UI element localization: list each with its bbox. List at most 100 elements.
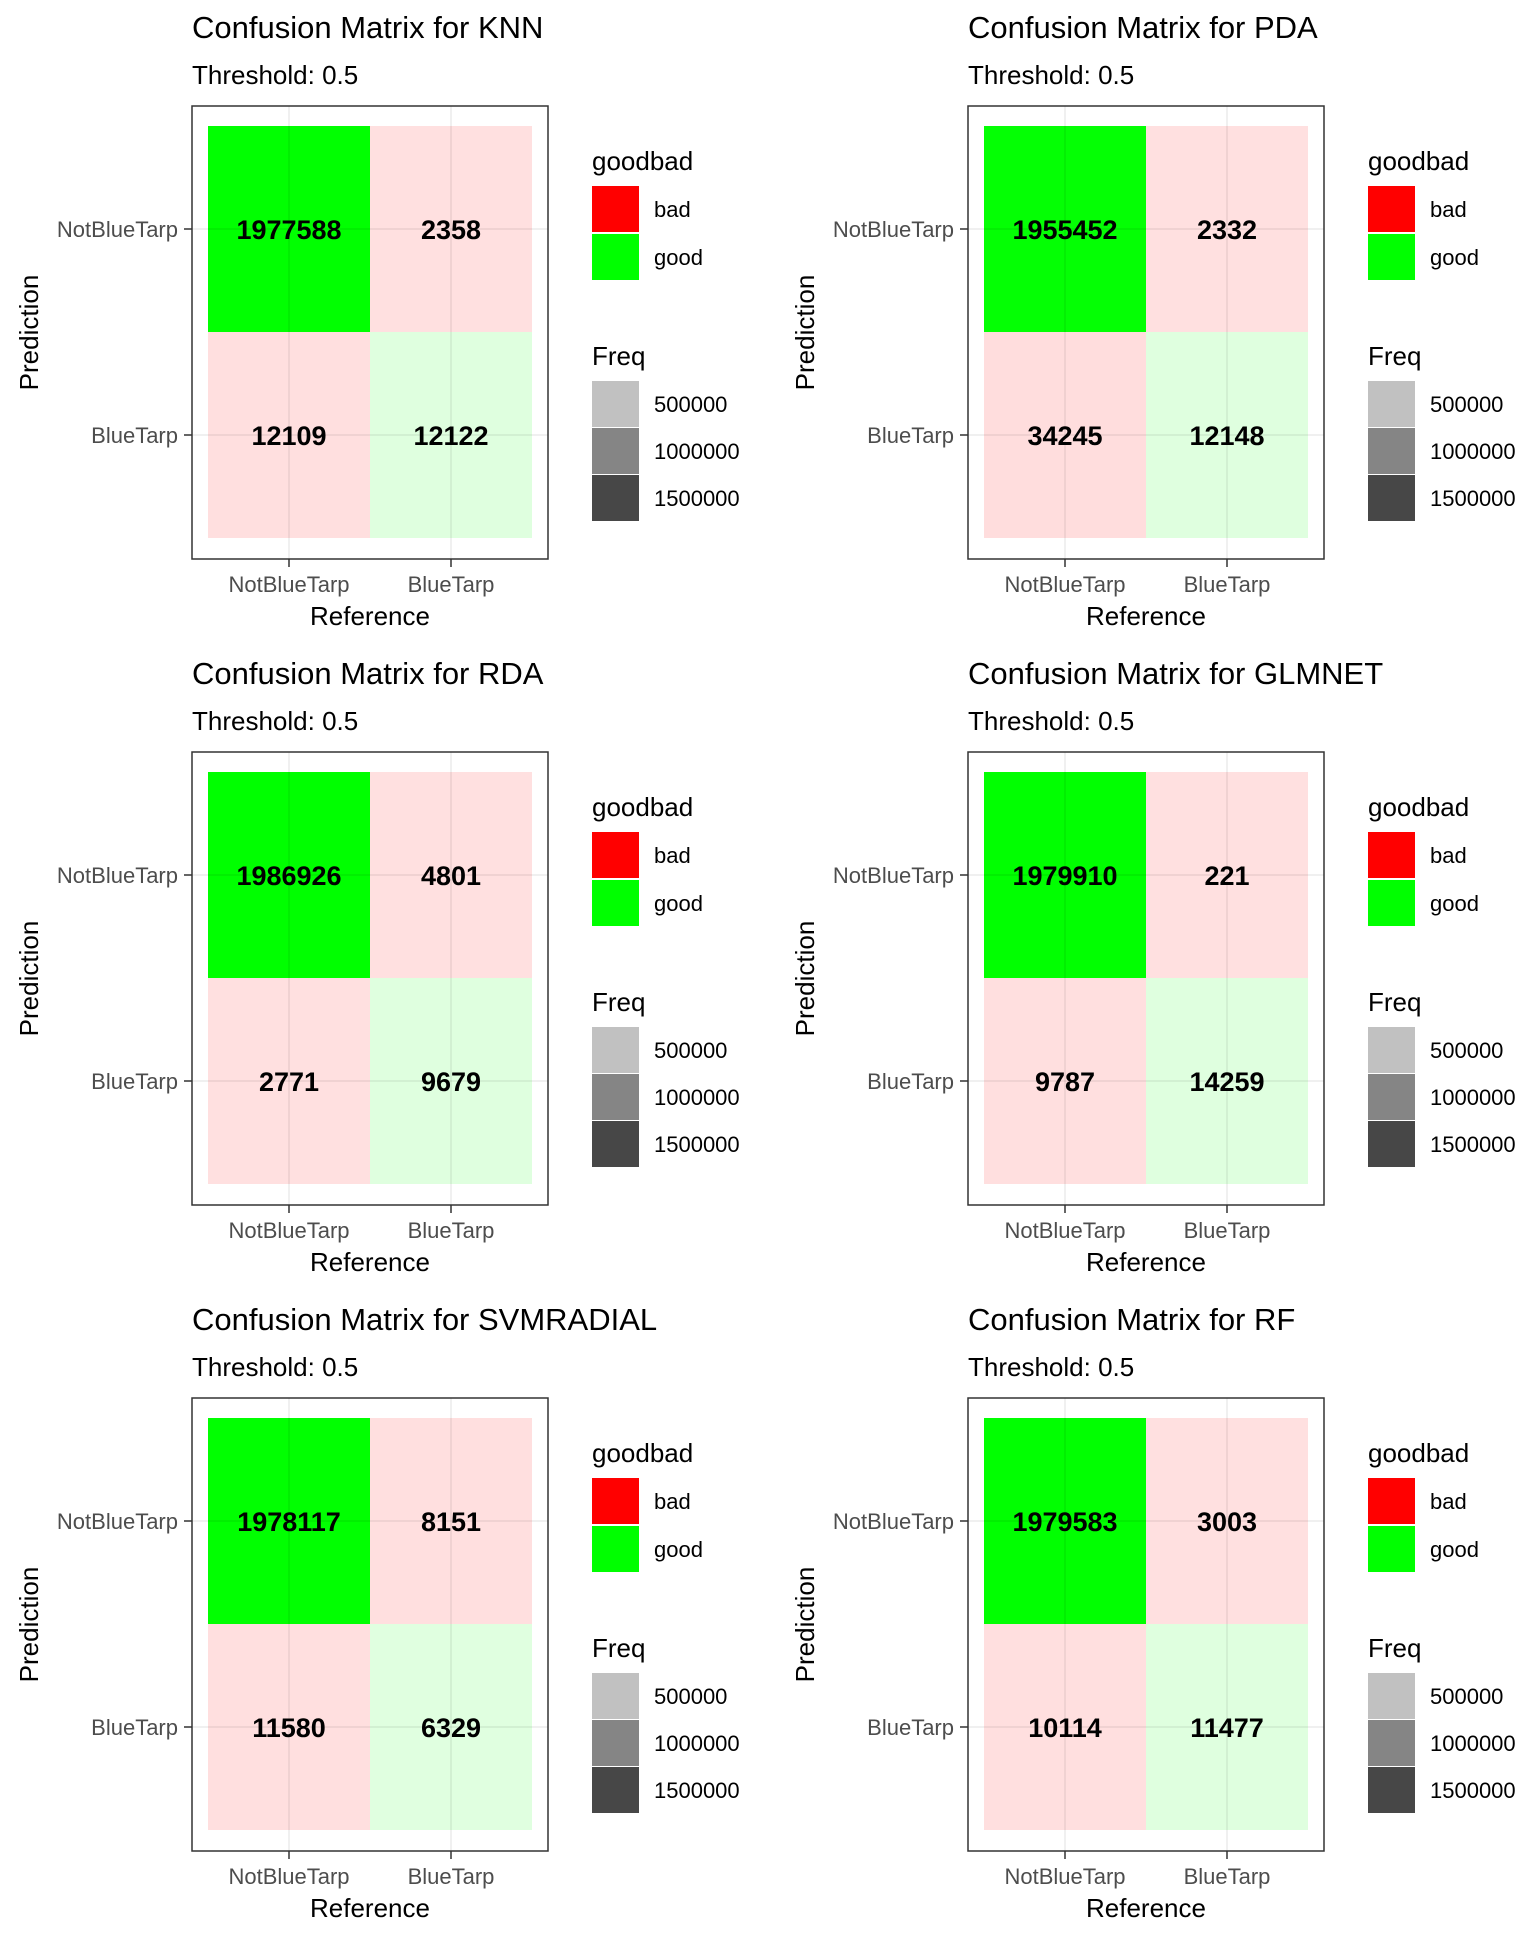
x-tick-label: BlueTarp [1184,1218,1271,1243]
y-tick-label: NotBlueTarp [833,1509,954,1534]
matrix-cell [208,126,370,332]
matrix-cell [208,772,370,978]
legend-fill-key [1368,1478,1415,1524]
legend-fill-title: goodbad [592,146,693,176]
legend-alpha-key [592,1767,639,1813]
confusion-matrix-chart: Confusion Matrix for RDA Threshold: 0.5 19… [0,646,768,1286]
confusion-matrix-chart: Confusion Matrix for PDA Threshold: 0.5 19… [776,0,1536,640]
y-axis-title: Prediction [790,921,820,1037]
matrix-cell [984,1418,1146,1624]
legend-alpha-label: 1500000 [654,1778,740,1803]
chart-subtitle: Threshold: 0.5 [192,706,358,736]
legend-fill-key [1368,186,1415,232]
y-tick-label: BlueTarp [91,423,178,448]
x-axis-title: Reference [310,1247,430,1277]
y-tick-label: BlueTarp [867,423,954,448]
legend-alpha-label: 1500000 [654,1132,740,1157]
y-tick-label: NotBlueTarp [57,1509,178,1534]
legend-alpha-key [592,1720,639,1766]
chart-subtitle: Threshold: 0.5 [968,1352,1134,1382]
cell-value-label: 9679 [421,1067,481,1097]
cell-value-label: 10114 [1028,1713,1102,1743]
legend-alpha-key [1368,1074,1415,1120]
y-tick-label: NotBlueTarp [833,863,954,888]
legend-alpha-key [592,381,639,427]
x-axis-title: Reference [1086,601,1206,631]
legend-fill-label: bad [654,197,691,222]
legend-fill-title: goodbad [1368,146,1469,176]
cell-value-label: 34245 [1027,421,1102,451]
x-tick-label: NotBlueTarp [1004,1864,1125,1889]
legend-alpha-key [592,1027,639,1073]
y-axis-title: Prediction [14,921,44,1037]
matrix-cell [370,1418,532,1624]
legend-alpha-key [592,1673,639,1719]
chart-title: Confusion Matrix for KNN [192,10,543,45]
matrix-cell [1146,126,1308,332]
panel-border [191,751,549,1206]
legend-alpha-key [1368,1121,1415,1167]
x-tick-label: NotBlueTarp [1004,572,1125,597]
y-tick-label: BlueTarp [867,1069,954,1094]
y-tick-label: NotBlueTarp [833,217,954,242]
legend-alpha-label: 1000000 [1430,1085,1516,1110]
legend-alpha-label: 500000 [654,1684,727,1709]
chart-subtitle: Threshold: 0.5 [192,1352,358,1382]
panel-border [191,105,549,560]
legend-alpha-label: 1500000 [1430,1778,1516,1803]
matrix-cell [208,332,370,538]
cell-value-label: 1986926 [236,861,341,891]
legend-fill-key [1368,880,1415,926]
x-tick-label: NotBlueTarp [228,1218,349,1243]
cell-value-label: 12148 [1189,421,1264,451]
cell-value-label: 1977588 [236,215,341,245]
legend-fill-label: bad [654,1489,691,1514]
legend-alpha-label: 1000000 [654,1731,740,1756]
legend-fill-label: bad [1430,1489,1467,1514]
x-axis-title: Reference [310,601,430,631]
x-tick-label: NotBlueTarp [228,1864,349,1889]
cell-value-label: 1955452 [1012,215,1117,245]
y-tick-label: NotBlueTarp [57,217,178,242]
y-tick-label: BlueTarp [91,1715,178,1740]
legend-alpha-key [1368,1720,1415,1766]
cell-value-label: 2771 [259,1067,319,1097]
chart-subtitle: Threshold: 0.5 [192,60,358,90]
legend-alpha-key [592,1074,639,1120]
legend-alpha-title: Freq [592,987,645,1017]
chart-subtitle: Threshold: 0.5 [968,706,1134,736]
chart-title: Confusion Matrix for GLMNET [968,656,1383,691]
chart-svg: Confusion Matrix for SVMRADIAL Threshold:… [14,1302,740,1923]
legend-fill-key [1368,234,1415,280]
y-axis-title: Prediction [14,275,44,391]
cell-value-label: 2332 [1197,215,1257,245]
confusion-matrix-chart: Confusion Matrix for GLMNET Threshold: 0.… [776,646,1536,1286]
y-tick-label: BlueTarp [867,1715,954,1740]
cell-value-label: 9787 [1035,1067,1095,1097]
x-tick-label: BlueTarp [408,1864,495,1889]
y-tick-label: BlueTarp [91,1069,178,1094]
cell-value-label: 11477 [1190,1713,1264,1743]
legend-alpha-label: 1500000 [1430,1132,1516,1157]
matrix-cell [1146,1624,1308,1830]
cell-value-label: 1979910 [1012,861,1117,891]
y-axis-title: Prediction [14,1567,44,1683]
legend-fill-key [1368,832,1415,878]
cell-value-label: 6329 [421,1713,481,1743]
x-tick-label: BlueTarp [1184,1864,1271,1889]
matrix-cell [1146,772,1308,978]
legend-alpha-label: 1000000 [654,439,740,464]
chart-svg: Confusion Matrix for GLMNET Threshold: 0.… [790,656,1516,1277]
panel-border [967,105,1325,560]
matrix-cell [984,772,1146,978]
legend-alpha-label: 500000 [654,392,727,417]
matrix-cell [370,772,532,978]
x-axis-title: Reference [1086,1247,1206,1277]
legend-fill-key [592,234,639,280]
y-axis-title: Prediction [790,275,820,391]
chart-title: Confusion Matrix for PDA [968,10,1318,45]
legend-fill-key [592,832,639,878]
legend-alpha-label: 1000000 [1430,439,1516,464]
cell-value-label: 3003 [1197,1507,1257,1537]
